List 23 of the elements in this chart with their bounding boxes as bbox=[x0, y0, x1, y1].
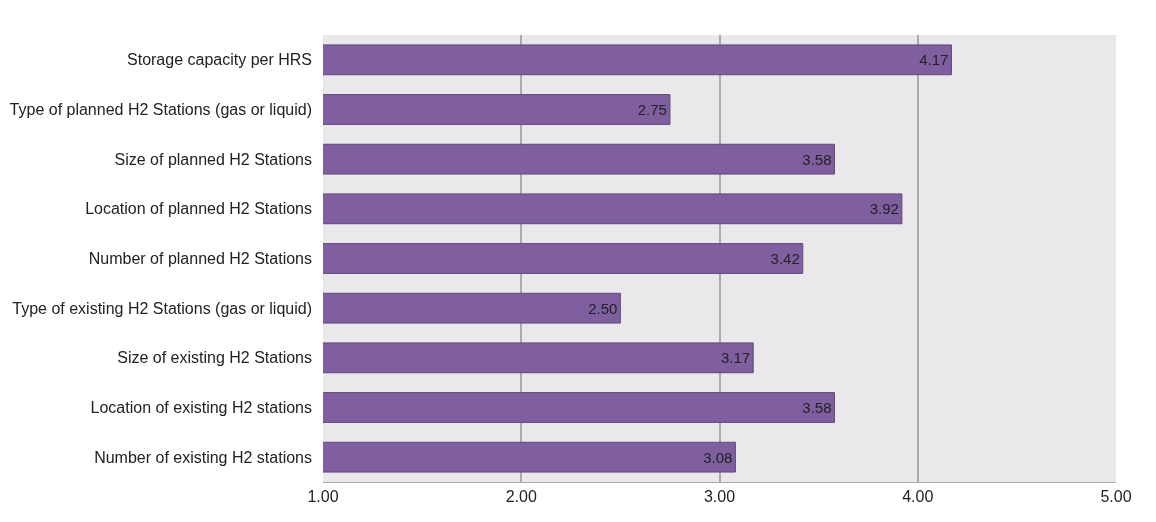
data-label: 3.42 bbox=[770, 250, 800, 267]
data-label: 4.17 bbox=[919, 51, 949, 69]
data-label: 2.75 bbox=[637, 101, 667, 118]
x-tick-label: 5.00 bbox=[1100, 488, 1132, 506]
data-label: 2.50 bbox=[588, 299, 618, 317]
y-tick-label: Number of planned H2 Stations bbox=[88, 250, 312, 268]
data-label: 3.58 bbox=[802, 399, 832, 416]
y-tick-label: Type of planned H2 Stations (gas or liquid) bbox=[9, 101, 312, 119]
y-tick-label: Storage capacity per HRS bbox=[127, 51, 312, 69]
data-label: 3.92 bbox=[869, 200, 899, 218]
y-tick-label: Size of existing H2 Stations bbox=[117, 349, 312, 367]
y-tick-label: Location of planned H2 Stations bbox=[85, 200, 312, 218]
y-tick-label: Size of planned H2 Stations bbox=[114, 150, 312, 168]
y-tick-label: Type of existing H2 Stations (gas or liquid) bbox=[12, 299, 312, 317]
x-tick-label: 3.00 bbox=[703, 488, 736, 506]
y-tick-label: Location of existing H2 stations bbox=[90, 399, 312, 417]
data-label: 3.08 bbox=[703, 448, 733, 466]
x-tick-label: 4.00 bbox=[902, 488, 934, 506]
y-tick-label: Number of existing H2 stations bbox=[94, 448, 312, 466]
x-tick-label: 2.00 bbox=[505, 488, 537, 506]
data-label: 3.17 bbox=[721, 349, 751, 367]
x-tick-label: 1.00 bbox=[307, 488, 339, 506]
data-label: 3.58 bbox=[802, 150, 832, 168]
